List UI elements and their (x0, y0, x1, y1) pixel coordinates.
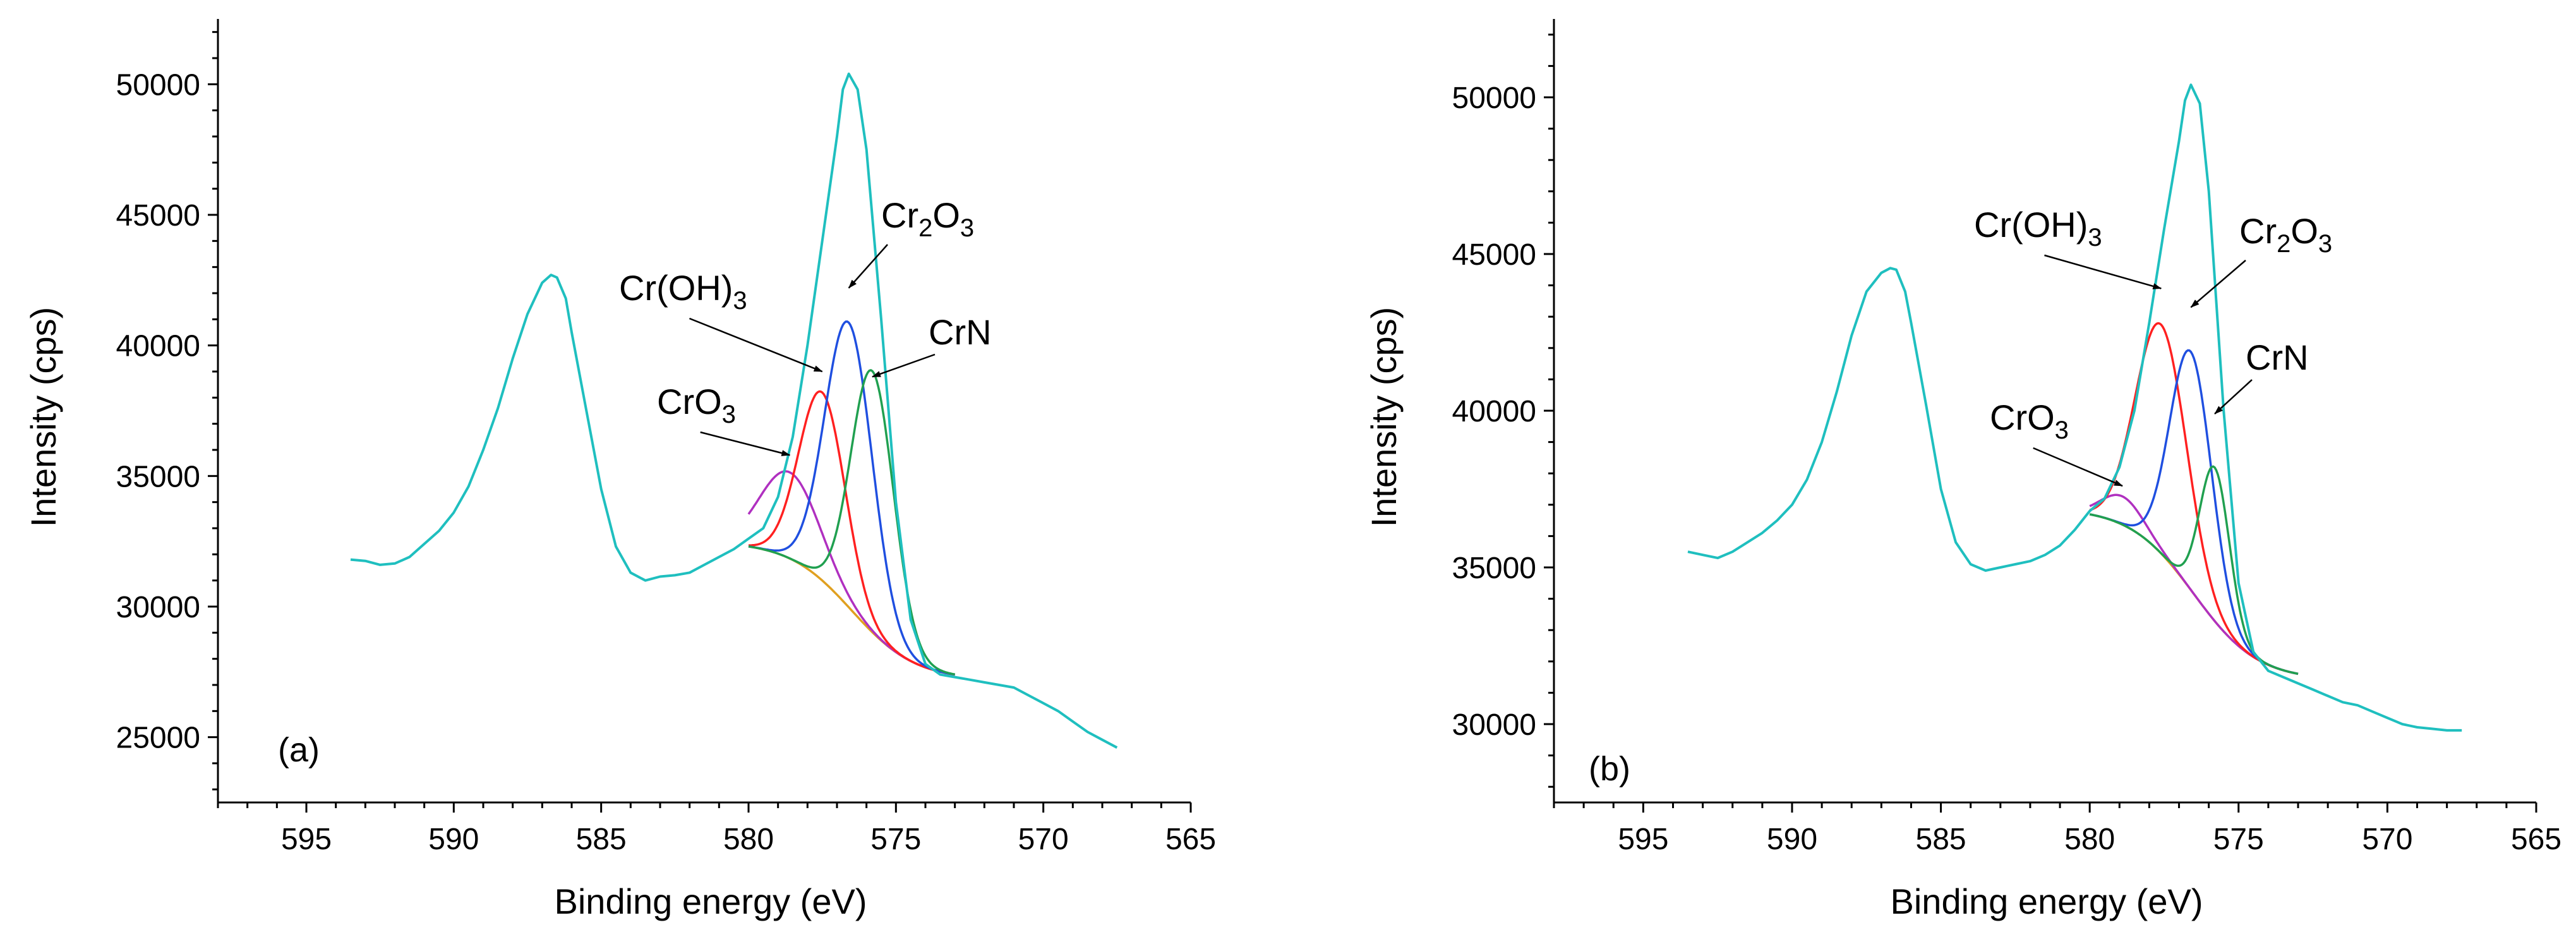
spectrum-envelope-line (1687, 83, 2462, 732)
chart-panel-b: 595 590 585 580 575 570 565 30000 35000 40000 4500… (1364, 19, 2561, 921)
component-peak-cr2o3 (748, 320, 955, 676)
x-tick-label: 585 (576, 823, 627, 856)
y-axis-label: Intensity (cps) (1364, 307, 1404, 528)
y-tick-label: 50000 (116, 68, 200, 102)
y-axis-label: Intensity (cps) (23, 307, 63, 528)
y-tick-label: 30000 (1452, 708, 1536, 742)
panel-label: (b) (1589, 750, 1630, 788)
chart-panel-a: 595 590 585 580 575 570 565 25000 30000 35000 4000… (23, 19, 1216, 921)
y-tick-label: 35000 (1452, 552, 1536, 585)
x-tick-label: 575 (2213, 823, 2264, 856)
annotation-arrow (2044, 254, 2162, 289)
y-tick-label: 45000 (1452, 238, 1536, 272)
annotation-arrow (2190, 260, 2246, 308)
x-tick-label: 580 (2064, 823, 2115, 856)
peak-annotation: Cr(OH)3 (1974, 205, 2162, 289)
component-peak-cro3 (747, 470, 955, 676)
annotation-label: CrN (2246, 337, 2309, 377)
x-tick-label: 585 (1916, 823, 1966, 856)
x-tick-label: 570 (2362, 823, 2412, 856)
peak-annotation: Cr2O3 (2190, 211, 2332, 308)
annotation-label: Cr(OH)3 (1974, 205, 2102, 251)
y-tick-label: 35000 (116, 460, 200, 493)
annotation-arrow (872, 353, 936, 378)
x-tick-label: 570 (1018, 823, 1069, 856)
component-peak-croh3 (749, 390, 955, 676)
peak-annotation: Cr(OH)3 (619, 268, 823, 373)
x-tick-label: 590 (1767, 823, 1817, 856)
spectrum-envelope-line (350, 72, 1118, 749)
y-tick-label: 40000 (116, 330, 200, 363)
peak-annotation: CrO3 (657, 382, 791, 456)
x-tick-label: 565 (2511, 823, 2561, 856)
component-peak-cro3 (2089, 493, 2299, 675)
annotation-label: Cr2O3 (2239, 211, 2332, 258)
peak-annotation: CrN (872, 312, 992, 378)
panel-label: (a) (278, 731, 320, 769)
y-tick-label: 45000 (116, 199, 200, 233)
annotation-arrow (2033, 447, 2123, 487)
annotation-arrow (848, 244, 888, 289)
x-tick-label: 575 (870, 823, 921, 856)
annotation-label: CrO3 (657, 382, 736, 428)
annotation-arrow (2214, 379, 2253, 415)
annotation-label: CrN (929, 312, 992, 352)
annotation-label: Cr2O3 (881, 195, 974, 242)
y-tick-label: 25000 (116, 722, 200, 755)
x-tick-label: 595 (281, 823, 332, 856)
peak-annotation: CrN (2214, 337, 2309, 415)
y-tick-label: 40000 (1452, 395, 1536, 428)
annotation-arrow (700, 431, 791, 456)
peak-annotation: Cr2O3 (848, 195, 974, 289)
y-tick-label: 30000 (116, 591, 200, 624)
annotation-label: Cr(OH)3 (619, 268, 747, 315)
x-tick-label: 595 (1618, 823, 1668, 856)
x-tick-label: 565 (1165, 823, 1216, 856)
annotation-label: CrO3 (1990, 397, 2069, 444)
y-tick-label: 50000 (1452, 82, 1536, 115)
component-peak-crn (2089, 465, 2299, 675)
x-axis-label: Binding energy (eV) (1891, 881, 2203, 921)
x-tick-label: 590 (428, 823, 479, 856)
annotation-arrow (689, 317, 823, 373)
peak-annotation: CrO3 (1990, 397, 2123, 487)
x-tick-label: 580 (723, 823, 774, 856)
x-axis-label: Binding energy (eV) (555, 881, 867, 921)
component-peak-cr2o3 (2089, 349, 2299, 675)
